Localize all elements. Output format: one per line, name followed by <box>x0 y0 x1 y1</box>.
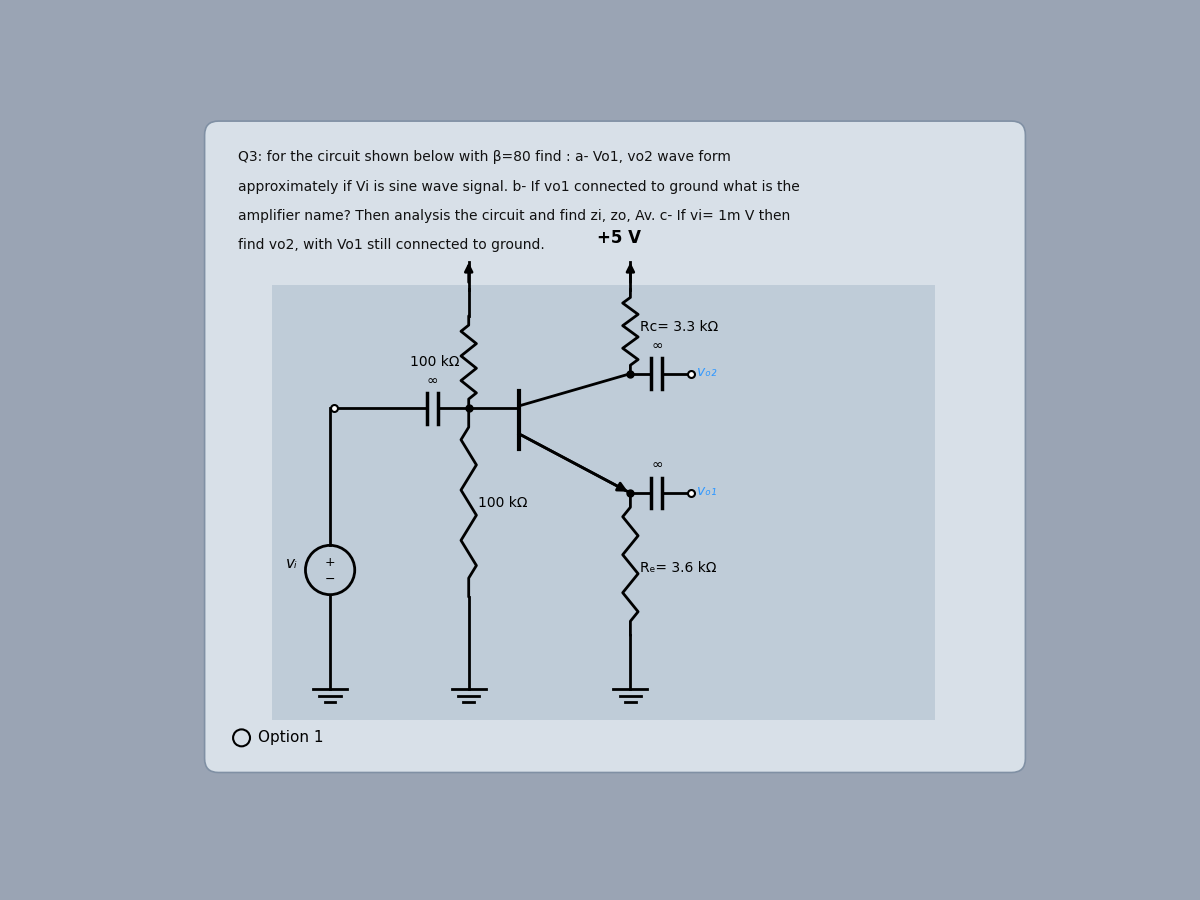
Text: +: + <box>325 556 336 569</box>
Text: 100 kΩ: 100 kΩ <box>478 496 528 509</box>
Text: 100 kΩ: 100 kΩ <box>410 356 460 369</box>
Text: Q3: for the circuit shown below with β=80 find : a- Vo1, vo2 wave form: Q3: for the circuit shown below with β=8… <box>238 150 731 165</box>
Text: amplifier name? Then analysis the circuit and find zi, zo, Av. c- If vi= 1m V th: amplifier name? Then analysis the circui… <box>238 209 790 223</box>
Text: $\infty$: $\infty$ <box>650 457 662 472</box>
Text: +5 V: +5 V <box>596 229 641 247</box>
Text: vᵢ: vᵢ <box>286 556 298 572</box>
Text: approximately if Vi is sine wave signal. b- If vo1 connected to ground what is t: approximately if Vi is sine wave signal.… <box>238 180 799 194</box>
Text: $\infty$: $\infty$ <box>426 373 438 387</box>
Text: Rc= 3.3 kΩ: Rc= 3.3 kΩ <box>640 320 718 335</box>
Text: vₒ₁: vₒ₁ <box>697 484 718 499</box>
Text: Option 1: Option 1 <box>258 731 324 745</box>
Text: vₒ₂: vₒ₂ <box>697 365 718 379</box>
Text: Rₑ= 3.6 kΩ: Rₑ= 3.6 kΩ <box>640 561 716 575</box>
Text: $\infty$: $\infty$ <box>650 338 662 352</box>
Text: −: − <box>325 572 335 586</box>
FancyBboxPatch shape <box>204 122 1026 772</box>
Text: find vo2, with Vo1 still connected to ground.: find vo2, with Vo1 still connected to gr… <box>238 238 545 252</box>
FancyBboxPatch shape <box>272 285 935 720</box>
